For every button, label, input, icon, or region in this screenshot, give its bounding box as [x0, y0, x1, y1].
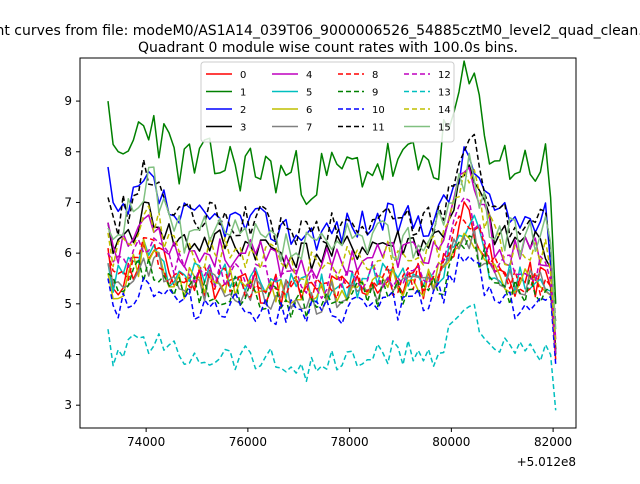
x-tick-label: 82000 [534, 435, 572, 449]
legend-label-8: 8 [372, 70, 378, 81]
legend-label-4: 4 [306, 70, 312, 81]
series-line-10 [107, 253, 557, 365]
x-tick-label: 76000 [229, 435, 267, 449]
legend-label-5: 5 [306, 88, 312, 99]
y-tick-label: 5 [64, 297, 72, 311]
series-line-2 [107, 146, 557, 355]
chart-title: Quadrant 0 module wise count rates with … [138, 40, 518, 56]
legend-box [200, 61, 455, 143]
plot-frame [79, 57, 577, 429]
legend-label-1: 1 [240, 88, 246, 99]
figure-suptitle: Light curves from file: modeM0/AS1A14_03… [0, 23, 640, 39]
legend-label-0: 0 [240, 70, 246, 81]
legend-label-10: 10 [372, 105, 385, 116]
legend-label-9: 9 [372, 88, 378, 99]
y-tick-label: 9 [64, 94, 72, 108]
legend-label-15: 15 [438, 123, 451, 134]
legend-label-13: 13 [438, 88, 451, 99]
x-axis: 74000 76000 78000 80000 82000 [127, 428, 572, 449]
series-line-1 [107, 60, 557, 304]
y-tick-label: 8 [64, 145, 72, 159]
series-line-12 [107, 196, 557, 355]
series-line-15 [107, 152, 557, 330]
x-tick-label: 74000 [127, 435, 165, 449]
legend-label-12: 12 [438, 70, 451, 81]
y-tick-label: 3 [64, 398, 72, 412]
legend-label-3: 3 [240, 123, 246, 134]
legend-label-7: 7 [306, 123, 312, 134]
x-axis-offset-label: +5.012e8 [517, 455, 576, 469]
legend-label-14: 14 [438, 105, 451, 116]
series-layer [107, 60, 557, 411]
y-tick-label: 4 [64, 348, 72, 362]
x-tick-label: 80000 [432, 435, 470, 449]
x-tick-label: 78000 [331, 435, 369, 449]
y-tick-label: 6 [64, 246, 72, 260]
series-line-8 [107, 215, 557, 355]
series-line-9 [107, 235, 557, 355]
series-line-11 [107, 133, 557, 325]
y-tick-label: 7 [64, 195, 72, 209]
y-axis: 3 4 5 6 7 8 9 [64, 94, 80, 412]
legend-label-11: 11 [372, 123, 385, 134]
series-line-7 [107, 227, 557, 355]
legend-label-2: 2 [240, 105, 246, 116]
legend-label-6: 6 [306, 105, 312, 116]
